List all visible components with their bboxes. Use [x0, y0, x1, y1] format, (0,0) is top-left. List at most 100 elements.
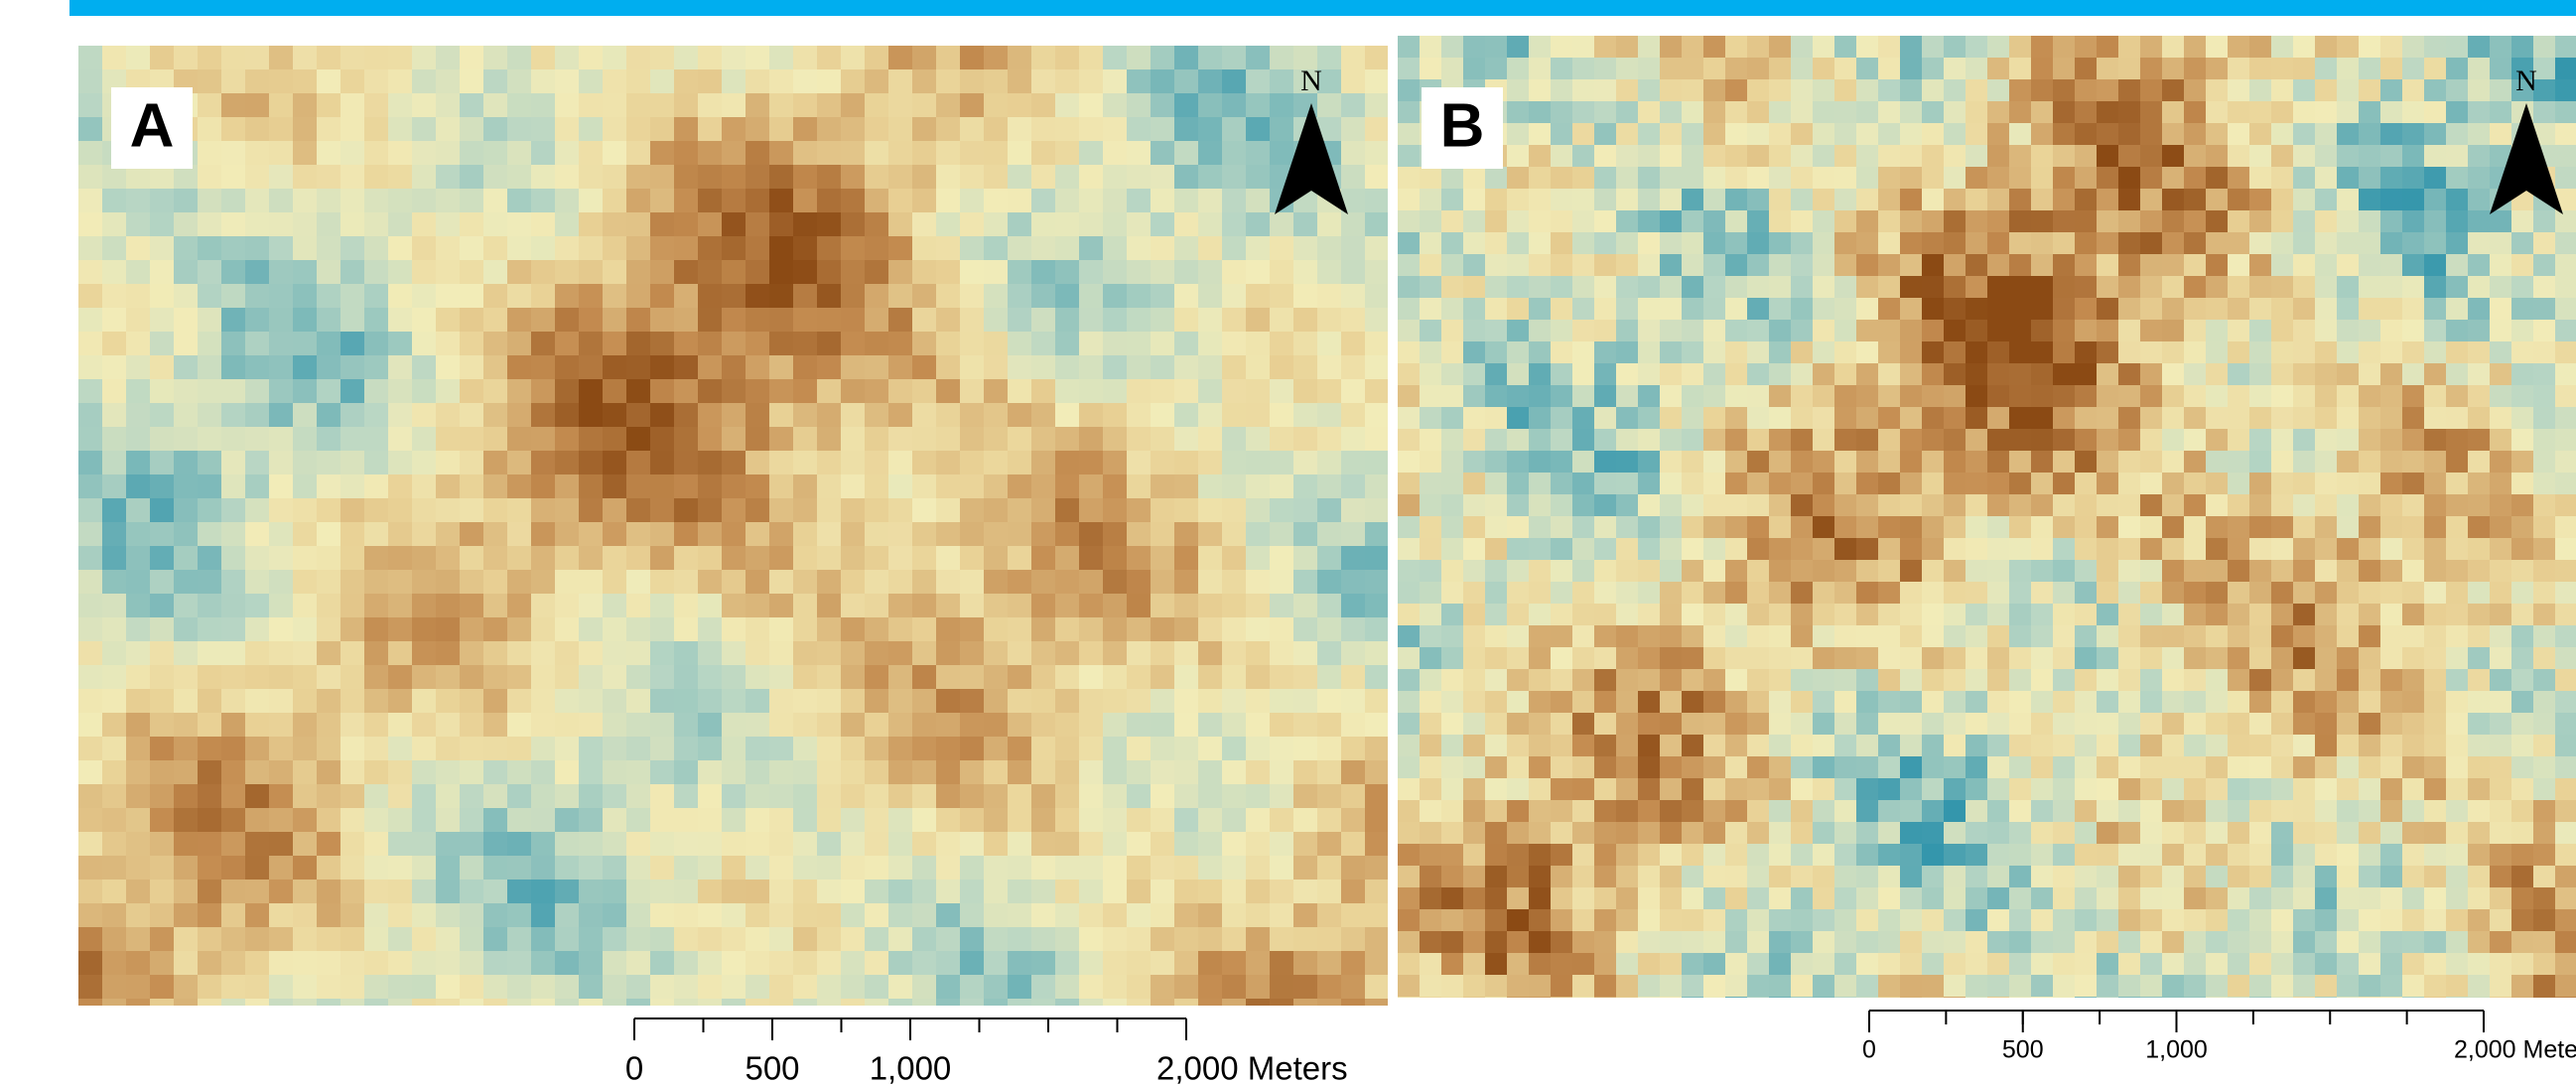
raster-cell [317, 570, 341, 595]
raster-cell [1834, 363, 1857, 386]
raster-cell [698, 832, 723, 857]
raster-cell [2511, 451, 2534, 474]
raster-cell [2097, 407, 2119, 430]
raster-cell [2271, 232, 2294, 255]
raster-cell [2468, 713, 2491, 736]
raster-cell [769, 808, 794, 833]
raster-cell [221, 689, 246, 714]
raster-cell [2075, 145, 2098, 168]
raster-cell [126, 951, 151, 976]
raster-cell [340, 689, 365, 714]
raster-cell [340, 617, 365, 642]
raster-cell [1055, 760, 1080, 785]
raster-cell [1317, 451, 1342, 475]
raster-cell [2162, 276, 2185, 299]
raster-cell [150, 379, 175, 404]
raster-cell [436, 117, 461, 142]
raster-cell [1572, 101, 1595, 124]
scale-bar-label: 500 [2002, 1036, 2044, 1064]
raster-cell [579, 808, 604, 833]
raster-cell [722, 594, 746, 618]
raster-cell [2053, 909, 2076, 932]
raster-cell [674, 903, 699, 928]
raster-cell [1769, 407, 1792, 430]
raster-cell [2555, 363, 2576, 386]
raster-cell [769, 760, 794, 785]
raster-cell [2228, 429, 2250, 452]
raster-cell [507, 951, 532, 976]
raster-cell [1594, 997, 1617, 1019]
raster-cell [364, 808, 389, 833]
raster-cell [126, 713, 151, 738]
raster-cell [364, 880, 389, 904]
raster-cell [317, 927, 341, 952]
raster-cell [865, 332, 889, 356]
raster-cell [2555, 145, 2576, 168]
raster-cell [2053, 298, 2076, 321]
raster-cell [2424, 997, 2447, 1019]
raster-cell [603, 594, 627, 618]
raster-cell [221, 522, 246, 547]
raster-cell [1151, 832, 1175, 857]
raster-cell [293, 165, 318, 190]
raster-cell [1725, 407, 1748, 430]
raster-cell [2424, 866, 2447, 888]
raster-cell [579, 760, 604, 785]
raster-cell [746, 784, 770, 809]
raster-cell [1008, 784, 1032, 809]
raster-cell [2271, 975, 2294, 998]
raster-cell [2053, 145, 2076, 168]
raster-cell [1420, 189, 1442, 211]
raster-cell [1529, 931, 1552, 954]
raster-cell [1682, 953, 1704, 976]
raster-cell [936, 403, 961, 428]
raster-cell [2490, 582, 2512, 605]
raster-cell [1922, 735, 1945, 757]
raster-cell [269, 665, 294, 690]
raster-cell [1246, 927, 1271, 952]
raster-cell [2555, 232, 2576, 255]
raster-cell [340, 856, 365, 881]
raster-cell [2511, 778, 2534, 801]
raster-cell [1900, 36, 1923, 59]
raster-cell [2380, 232, 2403, 255]
raster-cell [1174, 451, 1199, 475]
raster-cell [1270, 498, 1294, 523]
raster-cell [2009, 320, 2032, 342]
raster-cell [1769, 189, 1792, 211]
raster-cell [793, 498, 818, 523]
raster-cell [1791, 385, 1814, 408]
raster-cell [1682, 909, 1704, 932]
raster-cell [364, 69, 389, 94]
raster-cell [1616, 997, 1639, 1019]
raster-cell [579, 832, 604, 857]
raster-cell [769, 880, 794, 904]
raster-cell [1485, 538, 1508, 561]
raster-cell [2184, 822, 2207, 845]
raster-cell [436, 594, 461, 618]
raster-cell [1420, 167, 1442, 190]
raster-cell [2533, 887, 2556, 910]
raster-cell [1365, 975, 1390, 1000]
raster-cell [865, 617, 889, 642]
raster-cell [1944, 276, 1966, 299]
raster-cell [2511, 232, 2534, 255]
raster-cell [984, 474, 1009, 499]
raster-cell [650, 379, 675, 404]
raster-cell [2118, 909, 2141, 932]
raster-cell [2446, 232, 2469, 255]
raster-cell [78, 546, 103, 571]
raster-cell [1079, 165, 1104, 190]
raster-cell [2206, 451, 2229, 474]
raster-cell [888, 498, 913, 523]
raster-cell [1198, 903, 1223, 928]
raster-cell [1246, 665, 1271, 690]
raster-cell [1341, 546, 1366, 571]
raster-cell [960, 93, 985, 118]
raster-cell [1341, 498, 1366, 523]
raster-cell [2468, 429, 2491, 452]
raster-cell [698, 641, 723, 666]
raster-cell [1878, 232, 1901, 255]
raster-cell [1485, 341, 1508, 364]
raster-cell [650, 46, 675, 70]
